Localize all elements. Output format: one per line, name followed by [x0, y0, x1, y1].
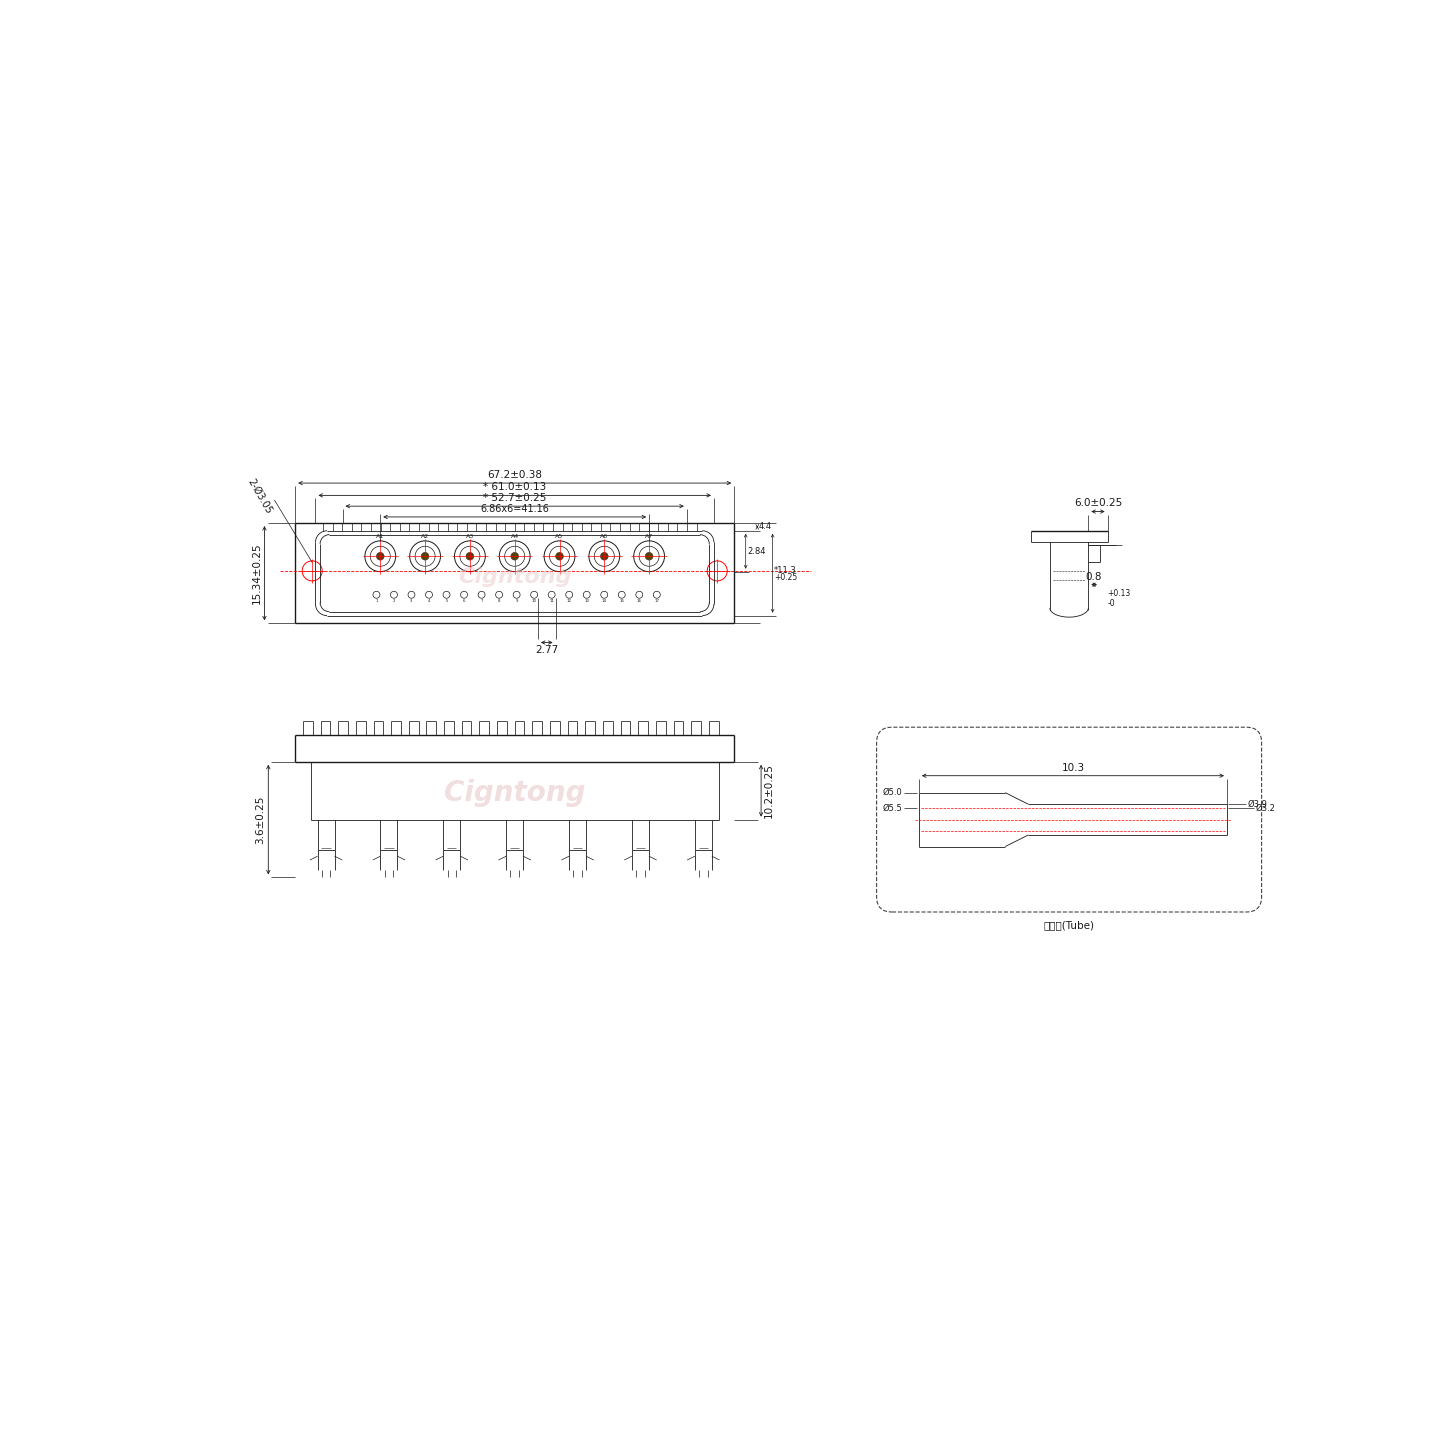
- Text: +0.25: +0.25: [775, 573, 798, 582]
- Text: Ø3.9: Ø3.9: [1247, 799, 1267, 809]
- Text: Cigntong: Cigntong: [458, 567, 572, 588]
- Text: Cigntong: Cigntong: [444, 779, 586, 806]
- Text: 6.0±0.25: 6.0±0.25: [1074, 498, 1122, 508]
- Text: *11.3: *11.3: [775, 566, 796, 575]
- Text: A3: A3: [465, 534, 474, 539]
- Text: 4: 4: [428, 599, 431, 603]
- Text: 4.4: 4.4: [759, 523, 772, 531]
- Text: 1: 1: [376, 599, 377, 603]
- Text: 2.84: 2.84: [747, 547, 766, 556]
- Circle shape: [511, 553, 518, 560]
- Text: A6: A6: [600, 534, 608, 539]
- Text: 9: 9: [516, 599, 518, 603]
- Circle shape: [467, 553, 474, 560]
- Text: A1: A1: [376, 534, 384, 539]
- Text: 2-Ø3.05: 2-Ø3.05: [246, 477, 274, 516]
- Text: 10.3: 10.3: [1061, 763, 1084, 773]
- Text: 0.8: 0.8: [1086, 572, 1103, 582]
- Text: 3.6±0.25: 3.6±0.25: [256, 795, 265, 844]
- Text: Ø5.5: Ø5.5: [883, 804, 901, 812]
- Text: 2.77: 2.77: [536, 645, 559, 655]
- Text: 14: 14: [602, 599, 606, 603]
- Circle shape: [376, 553, 384, 560]
- Text: 12: 12: [567, 599, 572, 603]
- Text: Ø3.2: Ø3.2: [1256, 804, 1276, 812]
- Text: 11: 11: [549, 599, 554, 603]
- Text: 10: 10: [531, 599, 537, 603]
- Circle shape: [600, 553, 608, 560]
- Text: 13: 13: [585, 599, 589, 603]
- Text: A2: A2: [420, 534, 429, 539]
- Circle shape: [556, 553, 563, 560]
- Circle shape: [422, 553, 429, 560]
- Text: +0.13
-0: +0.13 -0: [1107, 589, 1130, 608]
- Text: Ø5.0: Ø5.0: [883, 788, 901, 798]
- Text: * 52.7±0.25: * 52.7±0.25: [482, 492, 546, 503]
- Text: A7: A7: [645, 534, 654, 539]
- Text: A4: A4: [511, 534, 518, 539]
- Text: 15.34±0.25: 15.34±0.25: [252, 543, 262, 603]
- Text: 17: 17: [654, 599, 660, 603]
- Text: 67.2±0.38: 67.2±0.38: [487, 469, 543, 480]
- Text: 5: 5: [445, 599, 448, 603]
- Text: 2: 2: [393, 599, 395, 603]
- Text: 16: 16: [636, 599, 642, 603]
- Text: 15: 15: [619, 599, 624, 603]
- Text: 3: 3: [410, 599, 413, 603]
- Text: * 61.0±0.13: * 61.0±0.13: [482, 482, 546, 492]
- Text: 6.86x6=41.16: 6.86x6=41.16: [481, 504, 549, 514]
- Text: A5: A5: [556, 534, 563, 539]
- Text: 屏蔽管(Tube): 屏蔽管(Tube): [1044, 920, 1094, 930]
- Text: 8: 8: [498, 599, 500, 603]
- Text: 7: 7: [481, 599, 482, 603]
- Text: 10.2±0.25: 10.2±0.25: [763, 763, 773, 818]
- Text: 6: 6: [462, 599, 465, 603]
- Circle shape: [645, 553, 652, 560]
